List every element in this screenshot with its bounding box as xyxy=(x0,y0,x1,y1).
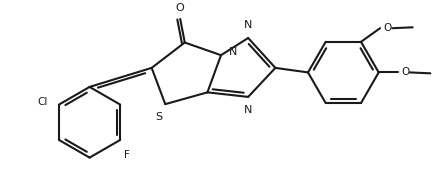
Text: O: O xyxy=(401,67,410,77)
Text: N: N xyxy=(244,20,252,30)
Text: Cl: Cl xyxy=(37,97,48,107)
Text: S: S xyxy=(155,112,162,122)
Text: F: F xyxy=(124,150,130,160)
Text: O: O xyxy=(384,23,392,33)
Text: N: N xyxy=(244,105,252,115)
Text: O: O xyxy=(176,3,185,13)
Text: N: N xyxy=(229,47,237,57)
